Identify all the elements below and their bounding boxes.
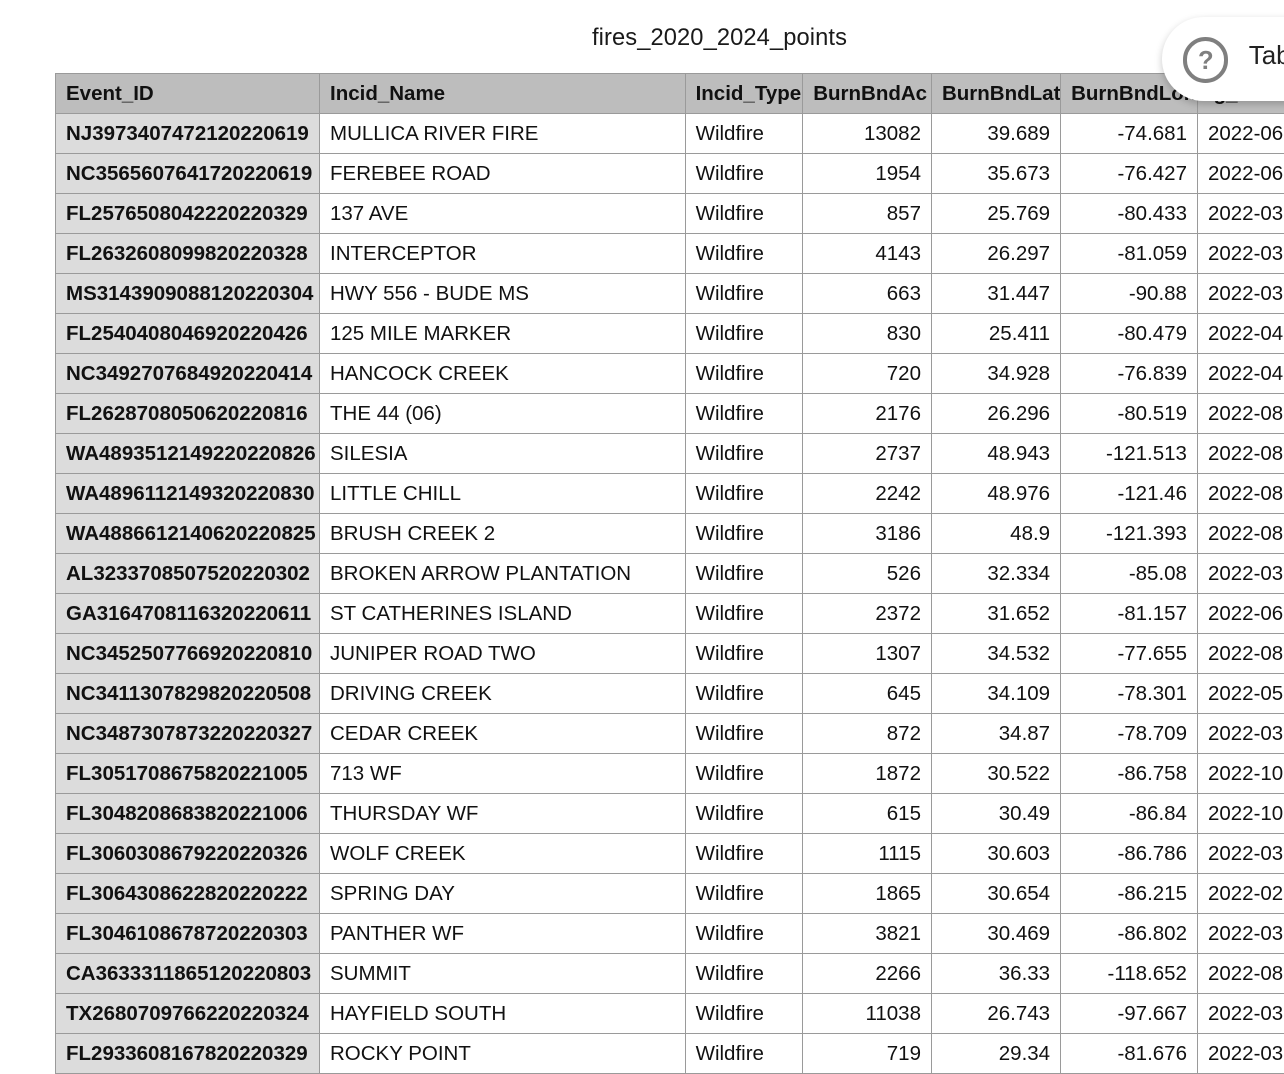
svg-text:?: ? — [1197, 47, 1213, 75]
